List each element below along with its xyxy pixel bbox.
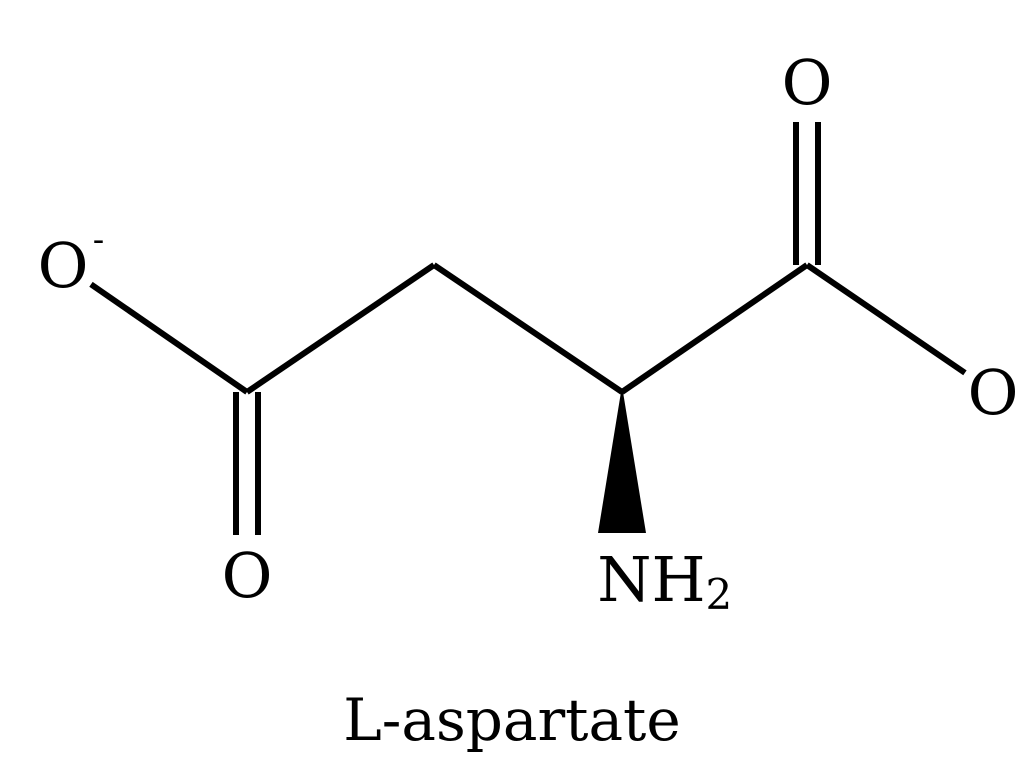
molecule-caption: L-aspartate [343, 686, 680, 754]
atom-label-O_left_neg: O [38, 229, 89, 302]
atom-label-O_top_dbl: O [782, 46, 833, 119]
molecule-diagram: O-ONH2OO- L-aspartate [0, 0, 1024, 780]
atom-label-N_amine: NH2 [597, 543, 732, 619]
atom-charge-O_left_neg: - [93, 220, 105, 260]
atom-label-O_left_dbl: O [222, 539, 273, 612]
bonds-layer [91, 122, 965, 535]
atom-label-O_right_neg: O [968, 356, 1019, 429]
